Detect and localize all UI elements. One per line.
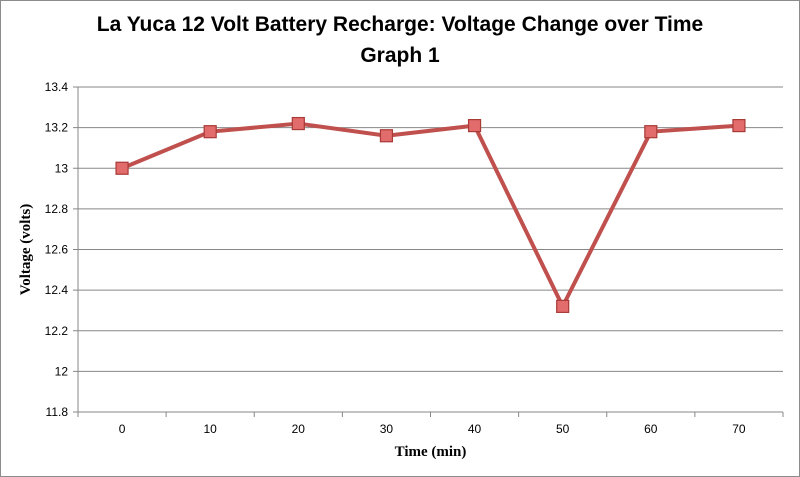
data-series: [115, 116, 746, 313]
y-tick-label: 12.2: [45, 324, 69, 338]
tick-labels: 11.8 12 12.2 12.4 12.6 12.8 13 13.2 13.4 0 10 20 30 4…: [45, 80, 746, 436]
x-tick-label: 0: [119, 422, 126, 436]
data-point-marker: [556, 299, 570, 313]
y-axis-title: Voltage (volts): [18, 204, 34, 296]
y-tick-label: 12.6: [45, 243, 69, 257]
data-point-marker: [644, 125, 658, 139]
y-tick-label: 13.2: [45, 121, 69, 135]
x-tick-label: 20: [292, 422, 306, 436]
y-tick-label: 12.4: [45, 283, 69, 297]
series-line: [121, 121, 740, 309]
gridlines: [78, 86, 783, 413]
axes: [73, 86, 784, 417]
x-tick-label: 70: [732, 422, 746, 436]
x-axis-title: Time (min): [395, 444, 467, 460]
x-tick-label: 30: [380, 422, 394, 436]
data-point-marker: [203, 125, 217, 139]
y-tick-label: 13.4: [45, 80, 69, 94]
x-tick-label: 60: [644, 422, 658, 436]
data-point-marker: [115, 161, 129, 175]
data-point-marker: [291, 116, 305, 131]
y-tick-label: 13: [55, 161, 69, 175]
data-point-marker: [379, 129, 394, 143]
data-point-marker: [467, 118, 482, 133]
chart-title: La Yuca 12 Volt Battery Recharge: Voltag…: [96, 13, 704, 36]
y-tick-label: 12.8: [45, 202, 69, 216]
y-tick-label: 11.8: [46, 405, 69, 419]
data-point-marker: [732, 118, 746, 133]
y-tick-label: 12: [55, 364, 69, 378]
x-tick-label: 40: [468, 422, 482, 436]
x-tick-label: 50: [556, 422, 570, 436]
x-tick-label: 10: [204, 422, 218, 436]
chart-subtitle: Graph 1: [360, 44, 440, 67]
